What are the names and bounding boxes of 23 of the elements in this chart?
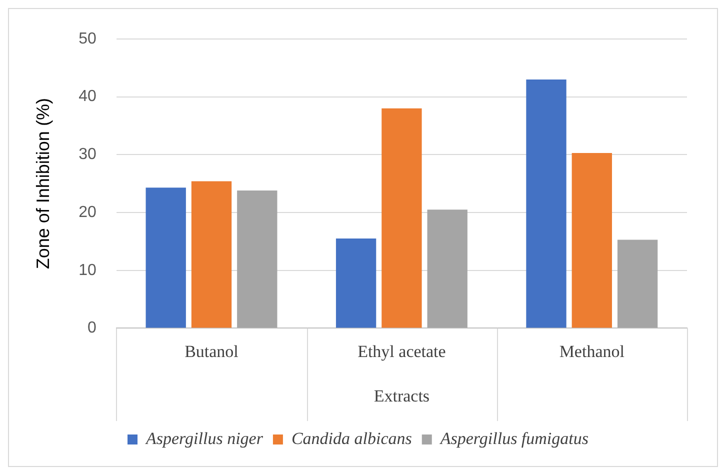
y-tick-label: 20 [78, 204, 96, 221]
y-tick-label: 50 [78, 30, 96, 48]
x-axis-title: Extracts [374, 386, 430, 406]
bar [617, 240, 658, 328]
y-tick-label: 10 [78, 262, 96, 279]
x-tick-label: Ethyl acetate [358, 342, 446, 361]
bar [572, 152, 612, 328]
x-tick-label: Methanol [559, 342, 625, 361]
bar [526, 79, 566, 328]
y-tick-label: 0 [87, 320, 96, 337]
y-tick-label: 30 [78, 146, 96, 164]
bar [146, 188, 186, 328]
bar [237, 190, 278, 328]
x-tick-label: Butanol [184, 342, 239, 361]
bar [427, 210, 468, 328]
y-axis-title: Zone of Inhibition (%) [32, 98, 53, 270]
bar [382, 108, 422, 328]
legend-label: Aspergillus niger [145, 428, 264, 448]
y-tick-label: 40 [78, 88, 96, 106]
bar [336, 238, 376, 328]
bar [191, 181, 232, 328]
legend-label: Candida albicans [291, 428, 412, 448]
legend-label: Aspergillus fumigatus [439, 428, 589, 448]
